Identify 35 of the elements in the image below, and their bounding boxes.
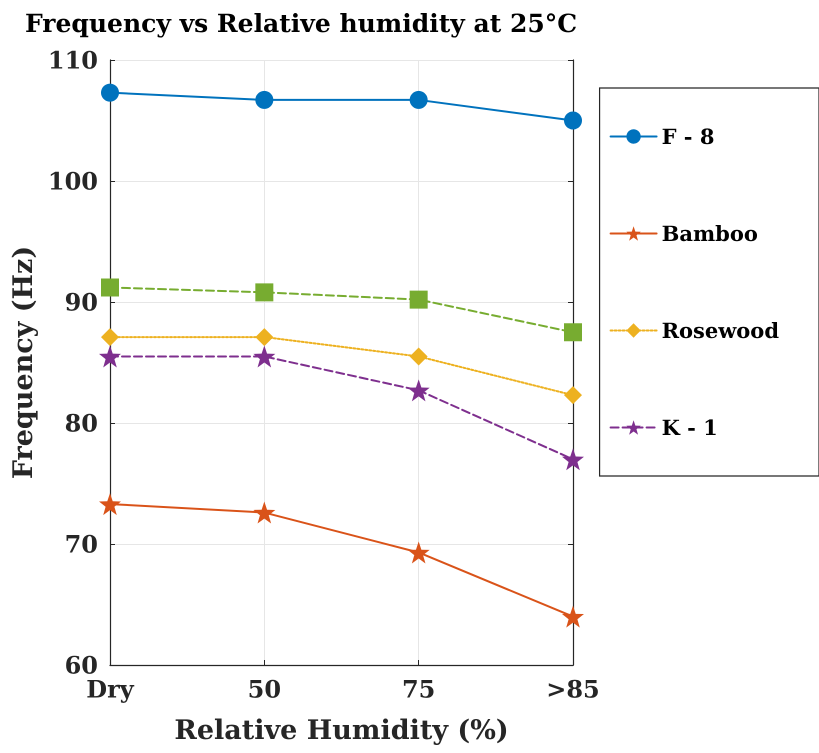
- point: [255, 328, 274, 346]
- legend-label: F - 8: [662, 124, 714, 149]
- y-axis-title: Frequency (Hz): [8, 246, 39, 480]
- y-tick-label: 100: [48, 166, 98, 196]
- point: [410, 347, 428, 366]
- y-tick-label: 90: [64, 288, 98, 316]
- legend-label: Bamboo: [662, 221, 758, 246]
- point: [101, 84, 119, 102]
- point: [101, 278, 119, 296]
- point: [255, 90, 274, 109]
- point: [410, 90, 428, 109]
- legend-label: Rosewood: [662, 318, 780, 343]
- chart-title: Frequency vs Relative humidity at 25°C: [25, 9, 578, 38]
- point: [410, 290, 428, 309]
- point: [408, 541, 430, 564]
- point: [255, 283, 274, 302]
- y-tick-label: 80: [64, 408, 98, 438]
- point: [562, 606, 584, 628]
- y-tick-label: 70: [64, 530, 98, 558]
- point: [564, 323, 582, 342]
- y-tick-label: 110: [48, 46, 98, 74]
- legend-label: K - 1: [662, 415, 718, 440]
- point: [101, 328, 119, 346]
- point: [99, 345, 121, 368]
- point: [562, 448, 584, 470]
- point: [564, 112, 582, 130]
- point: [253, 345, 276, 368]
- x-tick-label: 75: [402, 674, 436, 704]
- point: [564, 386, 582, 404]
- point: [99, 493, 121, 516]
- x-tick-label: >85: [546, 674, 600, 704]
- point: [408, 379, 430, 402]
- point: [253, 502, 276, 524]
- x-axis-title: Relative Humidity (%): [174, 715, 509, 746]
- x-tick-label: 50: [248, 674, 282, 704]
